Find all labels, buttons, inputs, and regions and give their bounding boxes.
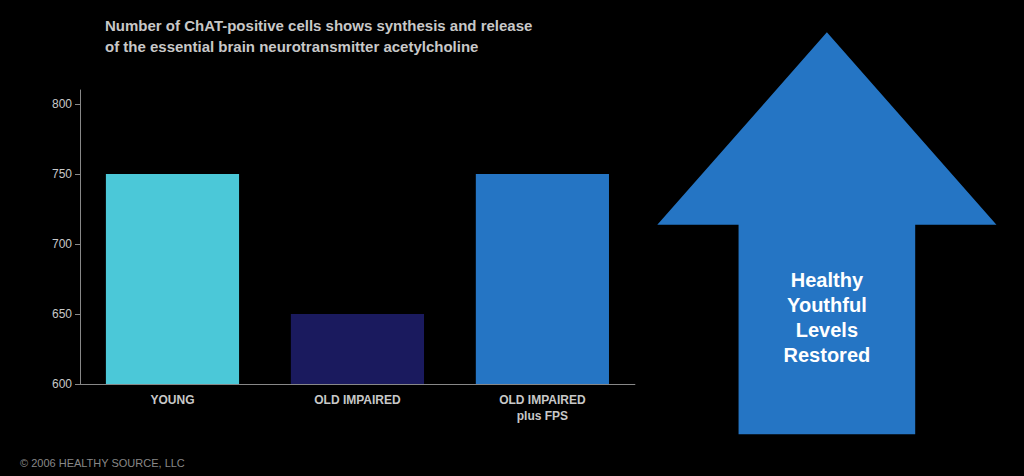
svg-text:Youthful: Youthful: [787, 294, 867, 316]
svg-text:Healthy: Healthy: [791, 269, 864, 291]
svg-text:Restored: Restored: [784, 344, 871, 366]
svg-text:650: 650: [52, 307, 72, 321]
svg-text:YOUNG: YOUNG: [150, 393, 194, 407]
svg-text:© 2006 HEALTHY SOURCE, LLC: © 2006 HEALTHY SOURCE, LLC: [20, 457, 185, 469]
svg-text:OLD IMPAIRED: OLD IMPAIRED: [499, 393, 586, 407]
svg-text:plus FPS: plus FPS: [517, 409, 568, 423]
svg-text:800: 800: [52, 97, 72, 111]
svg-text:Number of ChAT-positive cells: Number of ChAT-positive cells shows synt…: [105, 17, 532, 34]
svg-text:of the essential brain neurotr: of the essential brain neurotransmitter …: [105, 38, 478, 55]
svg-text:OLD IMPAIRED: OLD IMPAIRED: [314, 393, 401, 407]
svg-text:700: 700: [52, 237, 72, 251]
svg-text:Levels: Levels: [796, 319, 858, 341]
svg-text:750: 750: [52, 167, 72, 181]
svg-text:600: 600: [52, 377, 72, 391]
